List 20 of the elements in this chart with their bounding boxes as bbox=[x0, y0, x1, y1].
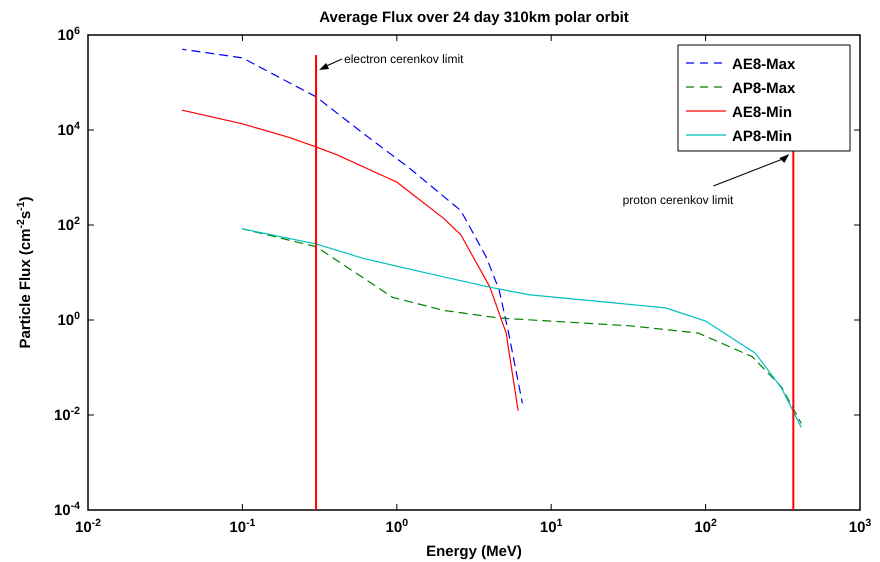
chart-title: Average Flux over 24 day 310km polar orbit bbox=[319, 9, 629, 26]
x-tick-label: 10$^{-2}$ bbox=[74, 517, 102, 536]
y-tick-label: 10$^{6}$ bbox=[57, 25, 80, 44]
y-tick-label: 10$^{4}$ bbox=[57, 120, 80, 139]
legend-label: AP8-Min bbox=[732, 128, 792, 145]
legend-label: AP8-Max bbox=[732, 80, 796, 97]
x-tick-label: 10$^{2}$ bbox=[694, 517, 718, 536]
x-axis-title: Energy (MeV) bbox=[426, 543, 522, 560]
x-tick-label: 10$^{0}$ bbox=[386, 517, 408, 536]
ref-line-label: electron cerenkov limit bbox=[344, 52, 464, 66]
x-tick-label: 10$^{1}$ bbox=[540, 517, 563, 536]
legend-label: AE8-Max bbox=[732, 56, 796, 73]
ref-line-label: proton cerenkov limit bbox=[622, 193, 734, 207]
y-tick-label: 10$^{-4}$ bbox=[54, 500, 80, 519]
y-tick-label: 10$^{-2}$ bbox=[54, 405, 80, 424]
y-tick-label: 10$^{0}$ bbox=[57, 310, 80, 329]
x-tick-label: 10$^{-1}$ bbox=[229, 517, 256, 536]
legend-label: AE8-Min bbox=[732, 104, 792, 121]
y-tick-label: 10$^{2}$ bbox=[57, 215, 80, 234]
x-tick-label: 10$^{3}$ bbox=[848, 517, 872, 536]
